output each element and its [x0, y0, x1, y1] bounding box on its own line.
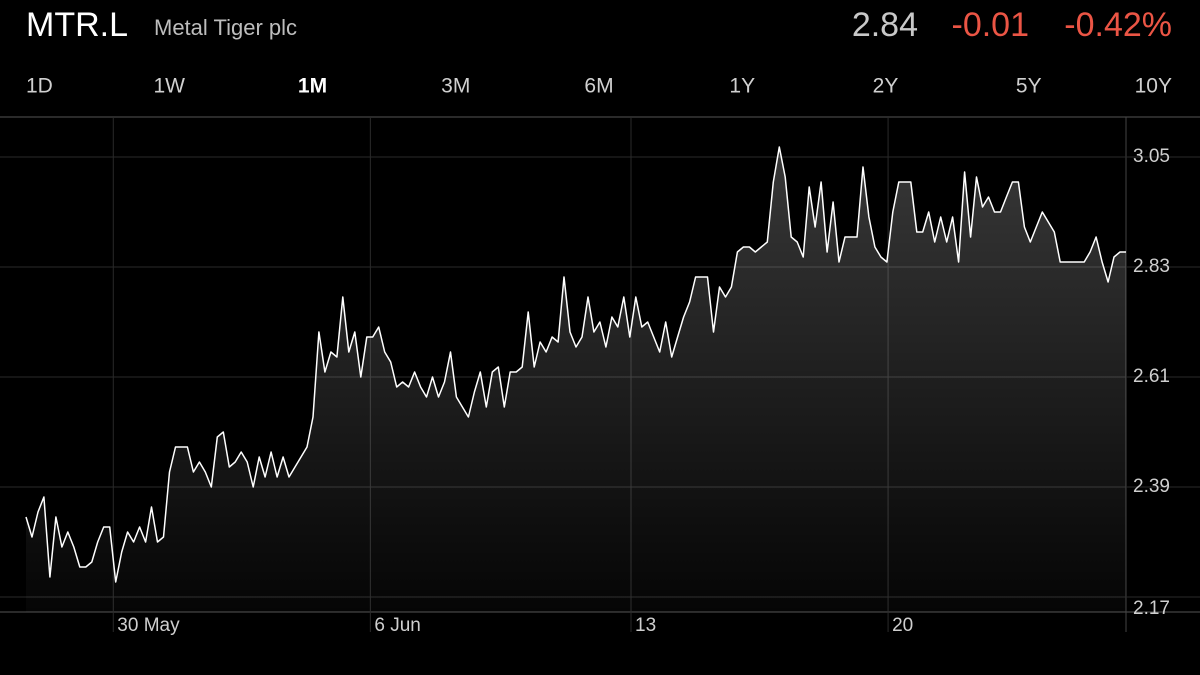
y-tick-label: 2.61 [1133, 366, 1170, 387]
range-selector: 1D 1W 1M 3M 6M 1Y 2Y 5Y 10Y [26, 75, 1172, 98]
y-tick-label: 2.83 [1133, 256, 1170, 277]
y-tick-label: 2.39 [1133, 476, 1170, 497]
x-tick-label: 13 [635, 615, 656, 636]
y-tick-label: 3.05 [1133, 146, 1170, 167]
x-tick-label: 20 [892, 615, 913, 636]
x-tick-label: 6 Jun [374, 615, 420, 636]
y-tick-label: 2.17 [1133, 598, 1170, 619]
range-button[interactable]: 1Y [729, 75, 755, 98]
range-button[interactable]: 1W [154, 75, 186, 98]
range-button[interactable]: 1D [26, 75, 53, 98]
range-button[interactable]: 5Y [1016, 75, 1042, 98]
change-percent: -0.42% [1064, 6, 1172, 44]
symbol: MTR.L [26, 6, 128, 44]
chart: 2.17 2.39 2.61 2.83 3.05 30 May 6 Jun 13 20 [0, 116, 1200, 636]
company-name: Metal Tiger plc [154, 15, 297, 40]
range-button[interactable]: 6M [584, 75, 613, 98]
range-button[interactable]: 10Y [1135, 75, 1172, 98]
price: 2.84 [852, 6, 918, 44]
area-fill [26, 147, 1126, 612]
range-button[interactable]: 3M [441, 75, 470, 98]
price-line [25, 146, 1126, 583]
x-tick-label: 30 May [117, 615, 180, 636]
range-button[interactable]: 2Y [873, 75, 899, 98]
range-button[interactable]: 1M [298, 75, 327, 98]
change: -0.01 [952, 6, 1030, 44]
